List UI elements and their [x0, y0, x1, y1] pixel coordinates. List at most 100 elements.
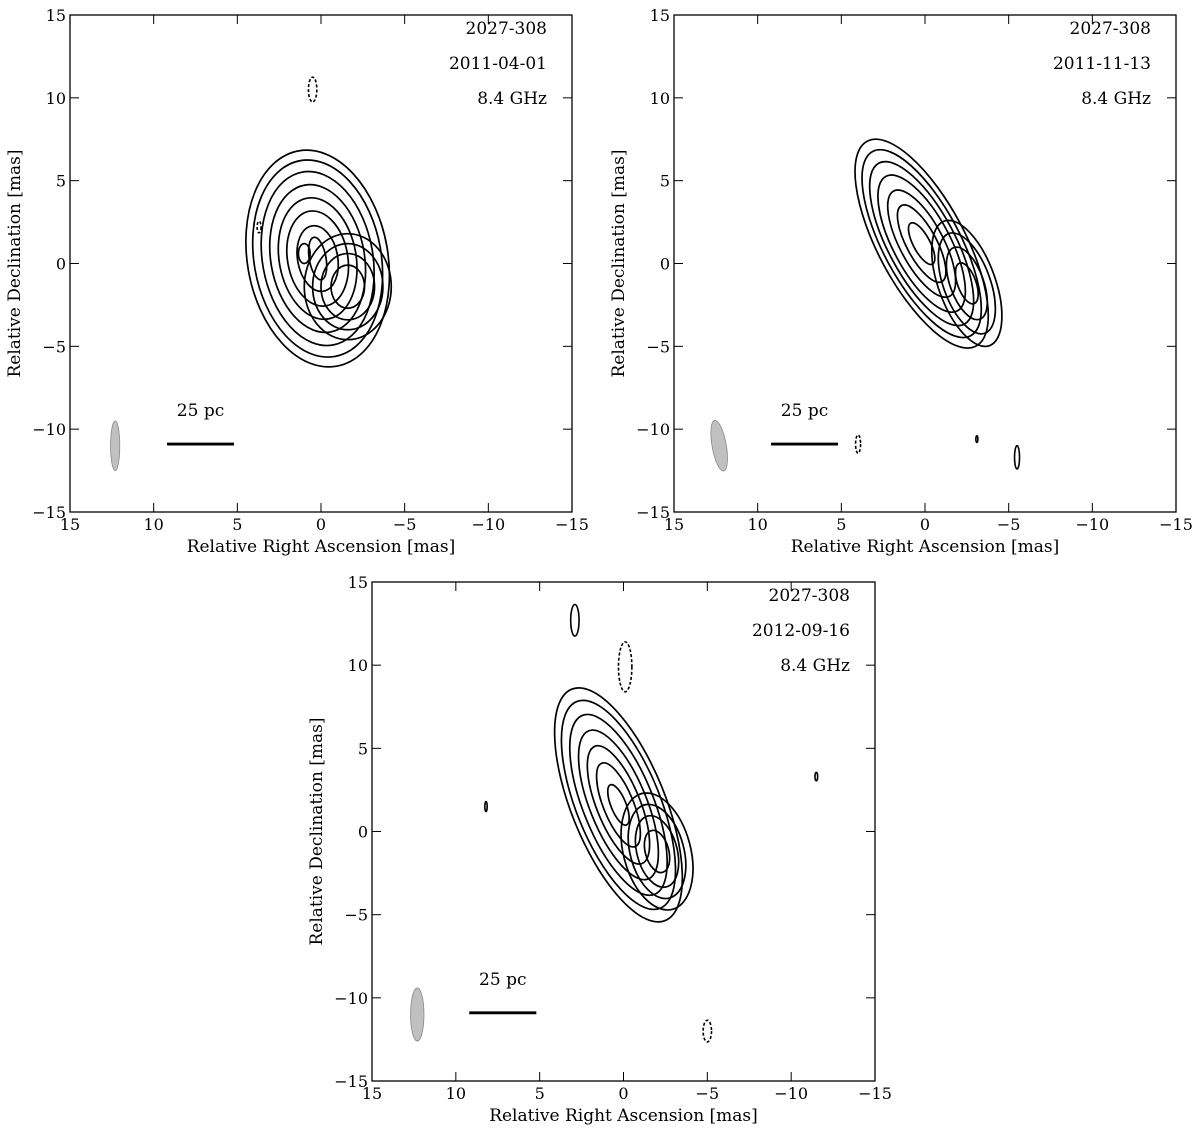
x-tick-label: 5	[836, 515, 846, 534]
contour-level	[620, 792, 694, 911]
contour-level	[627, 803, 687, 900]
contour-level	[945, 246, 989, 321]
contour-level	[303, 232, 393, 341]
contour-level	[877, 174, 967, 314]
contour-level	[268, 183, 367, 334]
y-tick-label: 0	[660, 255, 670, 274]
y-tick-label: −15	[32, 503, 66, 522]
contour-level	[577, 729, 660, 881]
contour-level	[330, 264, 366, 310]
source-label: 2027-308	[1070, 19, 1151, 39]
x-tick-label: 5	[535, 1084, 545, 1103]
x-tick-label: −5	[393, 515, 417, 534]
y-tick-label: −15	[636, 503, 670, 522]
panel-2011-04-01: 15 10 5 0 −5 −10 −15 −15 −10 −5 0 5 10 15 2027-308 20…	[5, 6, 589, 557]
contour-level	[854, 138, 990, 349]
contour-level	[560, 699, 677, 911]
x-tick-label: −5	[997, 515, 1021, 534]
x-tick-label: −10	[471, 515, 505, 534]
contour-level	[586, 744, 651, 865]
x-tick-label: 10	[747, 515, 767, 534]
contour-level	[251, 159, 384, 358]
x-axis-title: Relative Right Ascension [mas]	[791, 537, 1060, 557]
frequency-label: 8.4 GHz	[477, 89, 547, 109]
y-tick-label: 15	[650, 6, 670, 25]
x-tick-label: 10	[446, 1084, 466, 1103]
contour-level	[937, 232, 997, 335]
scale-bar-label: 25 pc	[781, 401, 828, 421]
scale-bar-label: 25 pc	[479, 970, 526, 990]
contour-level	[954, 262, 980, 305]
epoch-label: 2011-11-13	[1053, 54, 1151, 74]
restoring-beam	[710, 420, 728, 472]
contour-plot	[710, 138, 1021, 472]
x-axis-title: Relative Right Ascension [mas]	[187, 537, 456, 557]
x-tick-label: −15	[858, 1084, 892, 1103]
restoring-beam	[410, 987, 425, 1042]
y-tick-label: 5	[660, 172, 670, 191]
y-tick-label: −10	[334, 989, 368, 1008]
y-tick-label: −15	[334, 1072, 368, 1091]
contour-level	[297, 242, 311, 265]
contour-level	[861, 148, 983, 339]
negative-contour	[256, 220, 262, 234]
restoring-beam	[110, 420, 121, 471]
contour-level	[595, 762, 642, 848]
x-tick-label: −5	[696, 1084, 720, 1103]
y-tick-label: −10	[32, 420, 66, 439]
negative-contour	[854, 434, 862, 454]
noise-contour	[484, 800, 488, 813]
axis-ticks: 15 10 5 0 −5 −10 −15 −15 −10 −5 0 5 10 15	[636, 6, 1193, 534]
epoch-label: 2011-04-01	[449, 54, 547, 74]
x-tick-label: −10	[1075, 515, 1109, 534]
contour-level	[320, 252, 376, 321]
y-tick-label: 10	[348, 656, 368, 675]
y-tick-label: 15	[46, 6, 66, 25]
x-tick-label: 0	[920, 515, 930, 534]
noise-contour	[569, 603, 580, 637]
x-tick-label: −15	[555, 515, 589, 534]
contour-plot	[410, 603, 819, 1043]
x-tick-label: 10	[143, 515, 163, 534]
y-axis-title: Relative Declination [mas]	[609, 149, 629, 377]
contour-level	[886, 189, 957, 299]
contour-level	[606, 783, 631, 826]
contour-level	[296, 224, 340, 293]
contour-level	[568, 713, 669, 897]
x-tick-label: −10	[774, 1084, 808, 1103]
noise-contour	[975, 434, 979, 444]
source-label: 2027-308	[466, 19, 547, 39]
negative-contour	[702, 1019, 713, 1043]
x-tick-label: 5	[232, 515, 242, 534]
negative-contour	[617, 641, 633, 693]
contour-level	[634, 814, 680, 889]
contour-level	[277, 196, 358, 321]
y-tick-label: 15	[348, 573, 368, 592]
x-tick-label: 0	[316, 515, 326, 534]
panel-2012-09-16: 15 10 5 0 −5 −10 −15 −15 −10 −5 0 5 10 15 2027-308 20…	[307, 573, 892, 1126]
frequency-label: 8.4 GHz	[780, 656, 850, 676]
contour-plot	[110, 76, 393, 471]
contour-level	[311, 242, 384, 331]
axis-ticks: 15 10 5 0 −5 −10 −15 −15 −10 −5 0 5 10 15	[334, 573, 892, 1103]
frequency-label: 8.4 GHz	[1081, 89, 1151, 109]
y-tick-label: 10	[46, 89, 66, 108]
source-label: 2027-308	[769, 586, 850, 606]
x-axis-title: Relative Right Ascension [mas]	[489, 1106, 758, 1126]
epoch-label: 2012-09-16	[752, 621, 850, 641]
y-tick-label: 5	[56, 172, 66, 191]
panel-2011-11-13: 15 10 5 0 −5 −10 −15 −15 −10 −5 0 5 10 15 2027-308 20…	[609, 6, 1193, 557]
x-tick-label: 15	[664, 515, 684, 534]
scale-bar-label: 25 pc	[177, 401, 224, 421]
noise-contour	[1013, 444, 1021, 470]
y-tick-label: 5	[358, 739, 368, 758]
y-tick-label: 0	[358, 823, 368, 842]
y-tick-label: 0	[56, 255, 66, 274]
noise-contour	[814, 771, 819, 782]
contour-level	[930, 219, 1003, 348]
y-tick-label: −5	[646, 337, 670, 356]
x-tick-label: 15	[60, 515, 80, 534]
negative-contour	[307, 76, 318, 103]
y-tick-label: −5	[42, 337, 66, 356]
